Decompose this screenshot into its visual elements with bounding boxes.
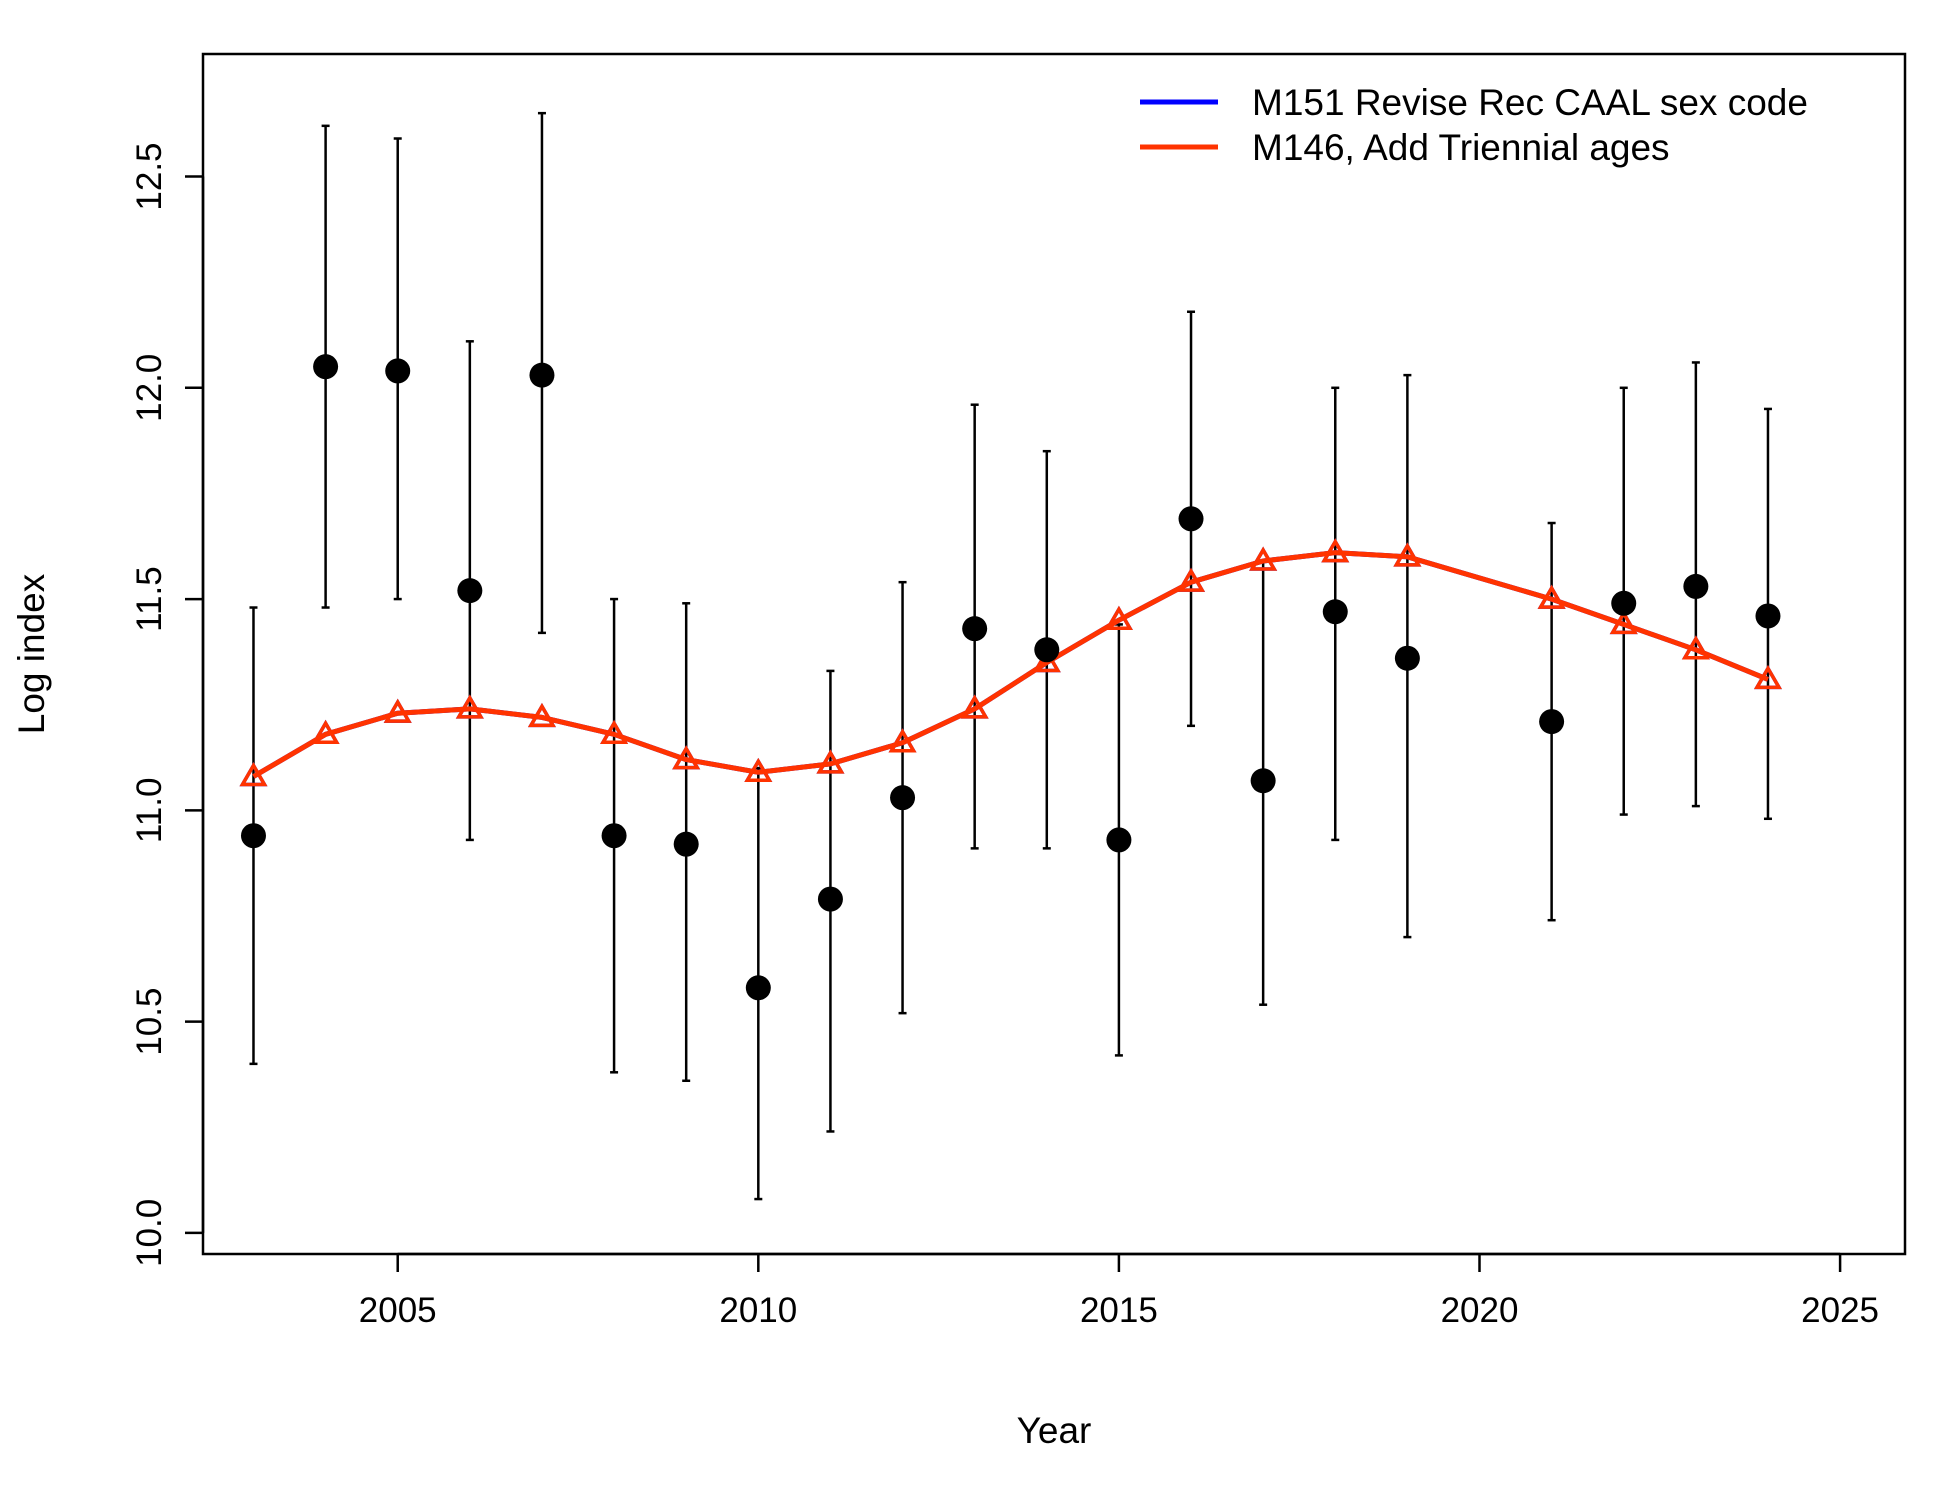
y-tick-label: 10.0: [130, 1199, 169, 1267]
series-2-marker: [1393, 542, 1422, 567]
observed-point: [817, 886, 843, 912]
series-2-marker: [600, 719, 629, 745]
series-2-marker: [1681, 635, 1710, 660]
observed-point: [1178, 506, 1204, 532]
x-axis: 2005 2010 2015 2020 2025: [359, 1252, 1879, 1330]
observed-point: [1755, 603, 1781, 629]
series-2-marker: [744, 757, 773, 783]
series-2-marker: [383, 698, 412, 723]
y-tick-label: 12.0: [130, 354, 169, 422]
observed-point: [1394, 645, 1420, 671]
observed-point: [1322, 599, 1348, 625]
series-2-marker: [1609, 609, 1638, 635]
y-tick-label: 11.5: [130, 566, 169, 632]
series-2-marker: [960, 694, 989, 719]
y-axis-title: Log index: [11, 573, 52, 734]
legend-label-1: M151 Revise Rec CAAL sex code: [1252, 82, 1808, 123]
observed-point: [1683, 573, 1709, 599]
observed-point: [890, 785, 916, 811]
series-2-marker: [672, 745, 701, 770]
observed-point: [385, 358, 411, 384]
series-2-marker: [888, 728, 917, 753]
series-2-marker: [527, 702, 556, 728]
legend-label-2: M146, Add Triennial ages: [1252, 127, 1670, 168]
observed-points: [240, 354, 1781, 1001]
x-tick-label: 2005: [359, 1291, 437, 1330]
observed-point: [529, 362, 555, 388]
observed-point: [313, 354, 339, 380]
series-2-marker: [1321, 538, 1350, 563]
x-axis-title: Year: [1017, 1410, 1092, 1451]
series-2-marker: [1176, 567, 1206, 592]
series-2-marker: [1249, 546, 1278, 571]
series-2-marker: [1104, 605, 1133, 630]
series-2-marker: [1537, 584, 1566, 609]
observed-point: [601, 823, 627, 849]
series-2-marker: [239, 762, 268, 787]
observed-point: [240, 823, 266, 849]
error-bars: [249, 111, 1772, 1201]
x-tick-label: 2020: [1441, 1291, 1519, 1330]
observed-point: [1106, 827, 1132, 853]
observed-point: [673, 831, 699, 857]
observed-point: [745, 975, 771, 1001]
series-2-marker: [311, 719, 340, 745]
y-tick-label: 12.5: [130, 142, 169, 210]
series-2-marker: [455, 694, 484, 719]
y-axis: 10.0 10.5 11.0 11.5 12.0 12.5: [130, 142, 205, 1267]
y-tick-label: 11.0: [130, 778, 169, 844]
observed-point: [1250, 768, 1276, 794]
y-tick-label: 10.5: [130, 988, 169, 1056]
observed-point: [962, 616, 988, 642]
series-2-marker: [816, 749, 845, 774]
series-lines: [239, 538, 1783, 787]
observed-point: [1611, 590, 1637, 616]
x-tick-label: 2010: [719, 1291, 797, 1330]
observed-point: [457, 578, 483, 604]
series-line-2: [252, 550, 1769, 779]
series-2-marker: [1753, 664, 1783, 690]
observed-point: [1034, 637, 1060, 663]
observed-point: [1539, 709, 1565, 735]
x-tick-label: 2025: [1801, 1291, 1879, 1330]
x-tick-label: 2015: [1080, 1291, 1158, 1330]
